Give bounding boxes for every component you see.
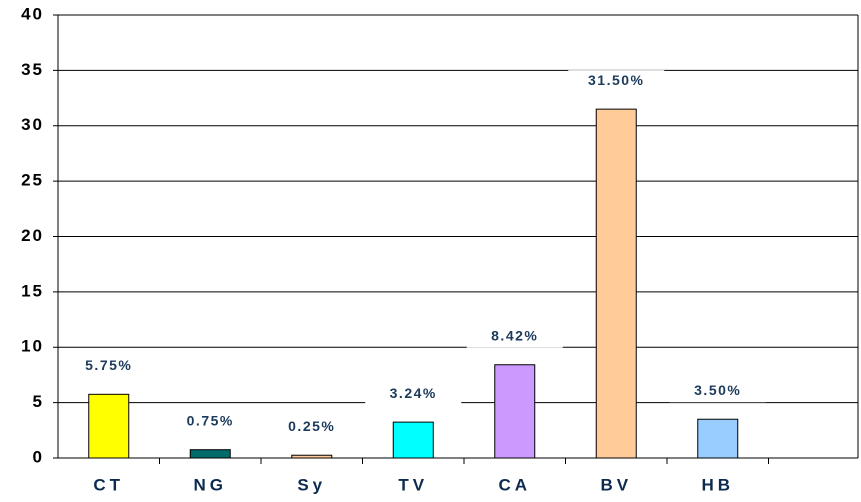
label-background — [60, 355, 157, 378]
x-tick-label: Sy — [297, 475, 326, 494]
y-tick-label: 20 — [21, 226, 44, 245]
value-label: 3.24% — [390, 385, 437, 401]
y-tick-label: 5 — [33, 392, 44, 411]
bar — [392, 421, 434, 459]
y-tick-label: 15 — [21, 281, 44, 300]
y-tick-label: 0 — [33, 447, 44, 466]
label-background — [669, 380, 766, 403]
label-background — [568, 70, 665, 93]
x-tick-label: CT — [93, 475, 124, 494]
label-background — [466, 325, 563, 348]
bar — [595, 108, 637, 459]
value-label: 3.50% — [694, 382, 741, 398]
x-tick-label: BV — [600, 475, 632, 494]
y-tick-label: 10 — [21, 337, 44, 356]
bar — [88, 393, 130, 459]
value-label: 8.42% — [491, 327, 538, 343]
label-background — [162, 410, 259, 433]
bar — [494, 364, 536, 459]
value-label: 0.25% — [288, 418, 335, 434]
x-tick-label: HB — [701, 475, 734, 494]
y-tick-label: 25 — [21, 171, 44, 190]
y-tick-label: 35 — [21, 60, 44, 79]
label-background — [365, 383, 462, 406]
bar — [697, 418, 739, 459]
x-tick-label: NG — [194, 475, 228, 494]
y-tick-label: 30 — [21, 115, 44, 134]
label-background — [263, 416, 360, 439]
value-label: 5.75% — [85, 357, 132, 373]
x-tick-label: TV — [398, 475, 428, 494]
value-label: 0.75% — [187, 412, 234, 428]
x-tick-label: CA — [498, 475, 531, 494]
y-tick-label: 40 — [21, 4, 44, 23]
bar — [189, 449, 231, 459]
value-label: 31.50% — [588, 72, 644, 88]
